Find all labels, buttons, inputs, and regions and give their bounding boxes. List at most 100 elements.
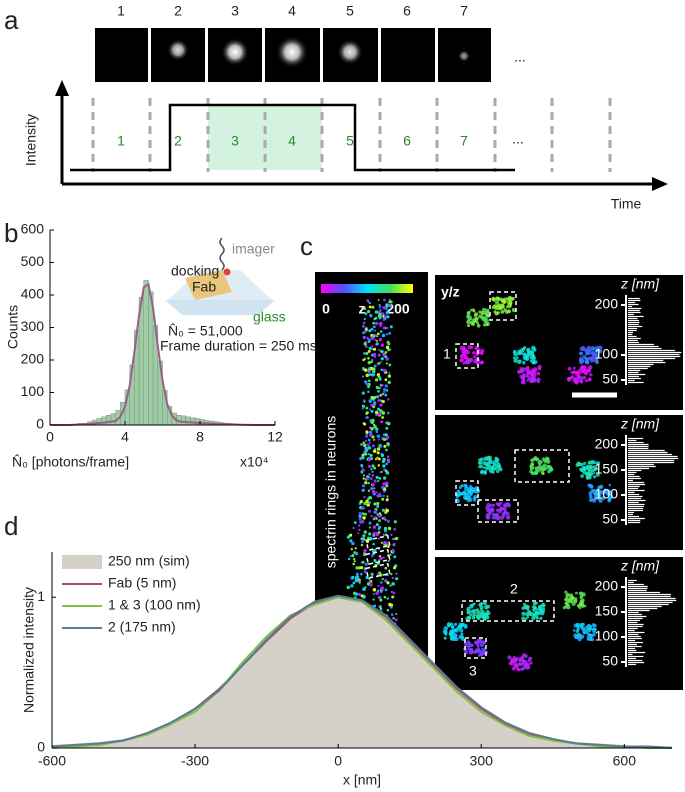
localization <box>525 662 530 668</box>
image-caption: spectrin rings in neurons <box>323 416 339 569</box>
localization <box>379 598 383 602</box>
localization <box>368 473 371 476</box>
localization <box>387 380 391 385</box>
localization <box>366 336 369 339</box>
localization <box>594 492 599 496</box>
localization <box>378 376 382 380</box>
localization <box>363 336 366 339</box>
localization <box>353 521 357 524</box>
localization <box>365 575 369 580</box>
localization <box>475 642 480 647</box>
localization <box>573 599 578 604</box>
localization <box>383 529 388 533</box>
localization <box>483 316 488 320</box>
localization <box>362 587 366 591</box>
ellipsis: ... <box>512 131 524 147</box>
localization <box>377 595 382 600</box>
localization <box>570 371 573 374</box>
y-tick-label: 600 <box>21 221 45 237</box>
localization <box>534 610 539 615</box>
localization <box>387 374 392 378</box>
localization <box>385 326 389 330</box>
localization <box>378 310 382 314</box>
localization <box>380 586 384 590</box>
localization <box>390 573 393 576</box>
localization <box>452 633 458 638</box>
localization <box>518 658 523 663</box>
thumbnails <box>95 28 491 82</box>
localization <box>372 401 377 405</box>
localization <box>383 490 386 493</box>
localization <box>352 581 356 585</box>
axis-label: z [nm] <box>620 276 660 292</box>
localization <box>520 667 524 671</box>
localization <box>359 520 363 524</box>
localization <box>393 520 397 524</box>
panel-label: b <box>4 218 18 248</box>
localization <box>361 468 365 471</box>
colorbar-label: 200 <box>386 301 410 317</box>
localization <box>466 498 471 503</box>
localization <box>461 490 467 496</box>
localization <box>496 465 502 471</box>
localization <box>363 422 367 426</box>
localization <box>376 451 380 455</box>
localization <box>352 557 356 561</box>
localization <box>480 351 484 356</box>
localization <box>364 481 368 485</box>
localization <box>517 349 522 355</box>
localization <box>385 508 390 513</box>
localization <box>374 448 377 451</box>
localization <box>526 378 529 382</box>
localization <box>382 457 386 462</box>
localization <box>471 615 476 619</box>
localization <box>369 453 373 457</box>
localization <box>385 389 389 392</box>
localization <box>381 508 385 512</box>
localization <box>594 346 599 351</box>
localization <box>385 462 388 466</box>
localization <box>486 456 491 460</box>
localization <box>370 514 373 518</box>
localization <box>382 533 386 537</box>
localization <box>539 616 543 621</box>
localization <box>495 508 499 512</box>
localization <box>361 391 365 395</box>
localization <box>379 471 382 474</box>
localization <box>363 501 367 506</box>
axis-label: Counts <box>5 305 21 349</box>
localization <box>522 605 527 610</box>
localization <box>595 359 599 363</box>
frame-number: 6 <box>403 3 411 19</box>
localization <box>360 465 364 468</box>
frame-dividers <box>91 98 612 172</box>
localization <box>358 511 362 516</box>
localization <box>507 655 512 660</box>
localization <box>371 345 374 348</box>
localization <box>512 356 516 360</box>
localization <box>364 439 368 442</box>
localization <box>572 366 576 370</box>
localization <box>579 625 584 629</box>
localization <box>579 358 583 363</box>
localization <box>537 364 542 370</box>
localization <box>385 448 388 452</box>
localization <box>484 456 487 460</box>
localization <box>484 613 489 618</box>
localization <box>386 597 389 600</box>
localization <box>373 438 376 441</box>
localization <box>467 324 471 328</box>
localization <box>367 309 371 314</box>
localization <box>474 312 479 317</box>
localization <box>386 608 390 612</box>
localization <box>368 526 371 529</box>
localization <box>570 595 575 600</box>
localization <box>393 527 397 531</box>
localization <box>470 647 474 651</box>
localization <box>375 517 378 520</box>
y-tick-label: 0 <box>37 739 45 755</box>
localization <box>469 604 474 609</box>
localization <box>565 601 568 605</box>
localization <box>395 572 398 575</box>
localization <box>591 469 595 473</box>
